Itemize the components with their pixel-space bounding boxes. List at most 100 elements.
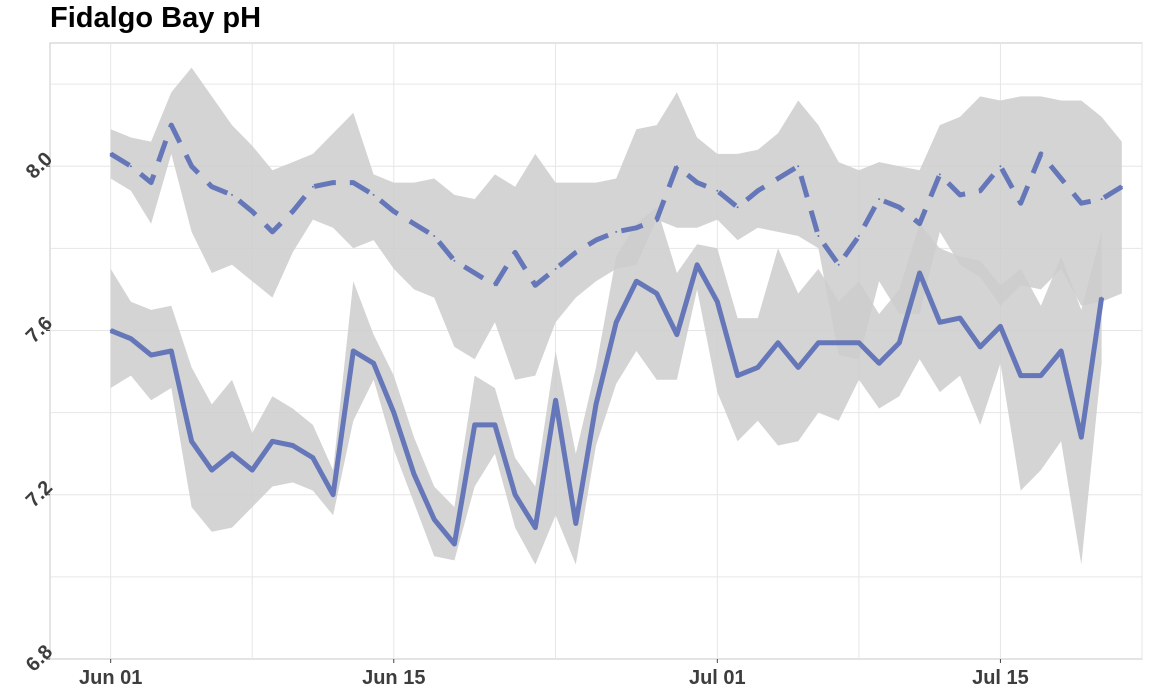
data-point-dashed xyxy=(190,165,193,168)
data-point-dashed xyxy=(1019,202,1022,205)
series-lines xyxy=(109,122,1124,547)
data-point-solid xyxy=(736,374,739,377)
data-point-solid xyxy=(959,317,961,320)
data-point-dashed xyxy=(170,124,173,127)
data-point-dashed xyxy=(271,230,274,233)
data-point-dashed xyxy=(392,210,395,213)
data-point-dashed xyxy=(655,218,658,221)
x-tick-label: Jun 01 xyxy=(79,667,142,689)
data-point-dashed xyxy=(291,210,294,213)
data-point-solid xyxy=(1100,296,1103,299)
data-point-solid xyxy=(514,493,517,496)
data-point-dashed xyxy=(675,165,678,168)
data-point-solid xyxy=(999,325,1002,328)
data-point-solid xyxy=(817,341,820,344)
data-point-solid xyxy=(433,518,436,521)
data-point-solid xyxy=(1060,350,1063,352)
data-point-solid xyxy=(352,350,355,352)
data-point-dashed xyxy=(918,222,921,225)
data-point-dashed xyxy=(372,193,375,196)
data-point-dashed xyxy=(534,284,537,287)
data-point-solid xyxy=(675,333,678,336)
data-point-solid xyxy=(635,280,638,283)
data-point-solid xyxy=(1019,374,1022,377)
data-point-dashed xyxy=(1039,152,1042,155)
data-point-dashed xyxy=(129,165,132,168)
data-point-dashed xyxy=(514,251,517,254)
chart-title: Fidalgo Bay pH xyxy=(50,2,262,34)
data-point-dashed xyxy=(938,173,941,176)
data-point-solid xyxy=(898,341,901,344)
data-point-dashed xyxy=(109,152,112,155)
data-point-dashed xyxy=(898,206,901,209)
data-point-dashed xyxy=(1080,202,1083,205)
data-point-dashed xyxy=(352,181,355,184)
data-point-dashed xyxy=(979,189,982,192)
data-point-solid xyxy=(797,366,800,369)
confidence-bands xyxy=(110,67,1122,565)
data-point-dashed xyxy=(473,272,476,274)
data-point-solid xyxy=(857,341,860,344)
data-point-dashed xyxy=(574,251,577,254)
data-point-solid xyxy=(190,440,193,443)
data-point-dashed xyxy=(332,181,335,184)
data-point-solid xyxy=(453,543,456,545)
data-point-solid xyxy=(574,522,577,525)
data-point-solid xyxy=(493,423,496,426)
data-point-dashed xyxy=(595,239,597,242)
data-point-dashed xyxy=(696,181,699,184)
data-point-solid xyxy=(150,354,153,357)
data-point-dashed xyxy=(210,185,213,188)
data-point-dashed xyxy=(837,263,840,266)
data-point-solid xyxy=(878,362,881,365)
data-point-dashed xyxy=(554,267,557,270)
data-point-dashed xyxy=(736,206,739,209)
data-point-dashed xyxy=(413,222,415,225)
series-line-solid xyxy=(109,262,1105,547)
data-point-solid xyxy=(291,444,294,447)
data-point-solid xyxy=(534,526,537,529)
data-point-dashed xyxy=(756,189,759,192)
data-point-dashed xyxy=(231,193,233,196)
data-point-solid xyxy=(837,341,840,344)
data-point-solid xyxy=(716,300,719,303)
data-point-solid xyxy=(170,350,173,352)
confidence-band-solid xyxy=(110,207,1102,565)
data-point-solid xyxy=(129,337,132,340)
data-point-dashed xyxy=(797,165,800,168)
data-point-solid xyxy=(251,469,254,472)
data-point-solid xyxy=(1039,374,1042,377)
data-point-solid xyxy=(311,456,314,459)
data-point-solid xyxy=(615,321,618,324)
data-point-solid xyxy=(756,366,759,369)
data-point-solid xyxy=(392,411,395,414)
data-point-dashed xyxy=(777,177,779,180)
data-point-solid xyxy=(372,362,375,365)
data-point-dashed xyxy=(1120,185,1123,188)
data-point-solid xyxy=(655,292,658,295)
data-point-solid xyxy=(231,452,233,455)
data-point-solid xyxy=(938,321,941,324)
data-point-dashed xyxy=(615,230,618,233)
series-line-dashed xyxy=(109,122,1124,288)
data-point-dashed xyxy=(857,235,860,237)
data-point-dashed xyxy=(1100,198,1103,201)
data-point-solid xyxy=(918,272,921,274)
data-point-dashed xyxy=(635,226,638,229)
data-point-solid xyxy=(1080,436,1083,439)
data-point-dashed xyxy=(959,193,961,196)
data-point-dashed xyxy=(311,185,314,188)
data-point-dashed xyxy=(1060,177,1063,180)
data-point-dashed xyxy=(453,259,456,262)
data-point-solid xyxy=(595,403,597,406)
data-point-solid xyxy=(109,329,112,332)
x-tick-label: Jun 15 xyxy=(362,667,425,689)
data-point-solid xyxy=(979,345,982,348)
x-tick-label: Jul 15 xyxy=(972,667,1029,689)
data-point-solid xyxy=(271,440,274,443)
data-point-solid xyxy=(696,263,699,266)
data-point-dashed xyxy=(150,181,153,184)
x-tick-label: Jul 01 xyxy=(689,667,746,689)
data-point-solid xyxy=(777,341,779,344)
